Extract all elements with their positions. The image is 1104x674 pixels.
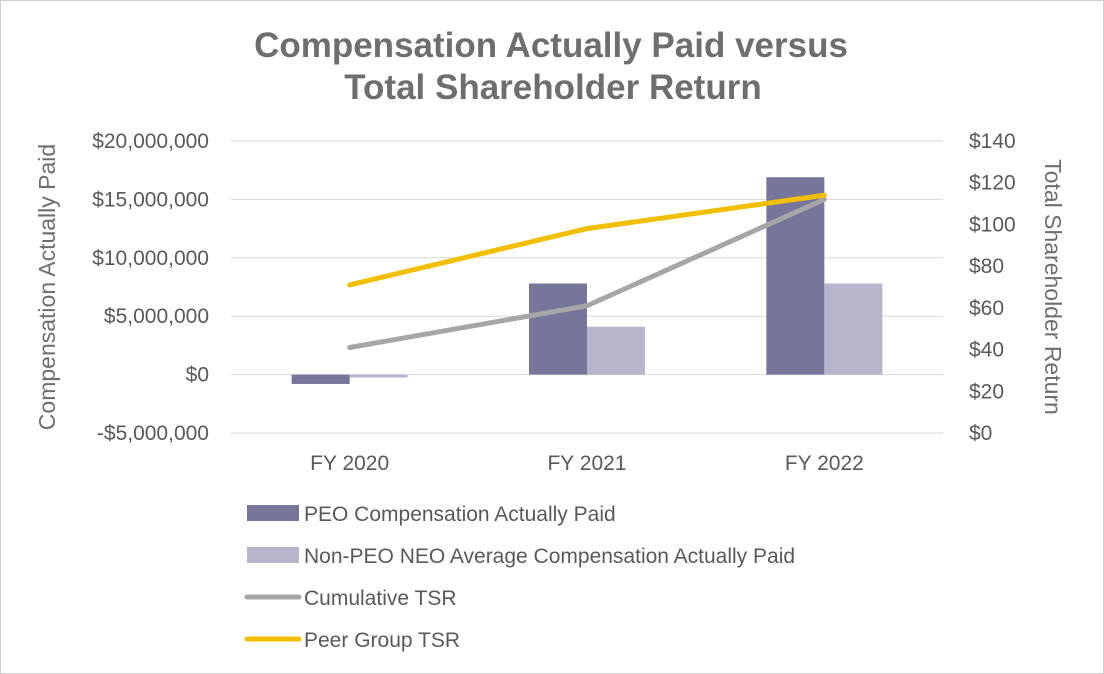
y-tick-label: $5,000,000: [104, 305, 209, 328]
legend: PEO Compensation Actually Paid Non-PEO NE…: [244, 503, 795, 652]
legend-swatch: [247, 547, 299, 563]
bar: [529, 283, 587, 375]
bars: [291, 177, 883, 384]
chart-title-line-2: Total Shareholder Return: [344, 68, 761, 107]
series-line: [347, 192, 827, 288]
bar: [349, 374, 408, 378]
series-lines: [347, 192, 827, 350]
y2-axis-ticks: $0 $20 $40 $60 $80 $100 $120 $140: [969, 130, 1016, 445]
legend-label: Non-PEO NEO Average Compensation Actuall…: [304, 545, 795, 568]
bar: [291, 374, 350, 384]
legend-label: Cumulative TSR: [304, 587, 457, 610]
y2-tick-label: $120: [969, 172, 1016, 195]
bar: [824, 283, 883, 375]
y2-tick-label: $100: [969, 213, 1016, 236]
y2-tick-label: $20: [969, 380, 1004, 403]
legend-swatch: [247, 505, 299, 521]
y-tick-label: -$5,000,000: [97, 422, 209, 445]
y2-tick-label: $140: [969, 130, 1016, 153]
bar: [587, 326, 645, 375]
y2-tick-label: $0: [969, 422, 992, 445]
y-axis-ticks: -$5,000,000 $0 $5,000,000 $10,000,000 $15,00…: [92, 130, 209, 445]
y2-tick-label: $80: [969, 255, 1004, 278]
y-tick-label: $20,000,000: [92, 130, 209, 153]
y2-tick-label: $60: [969, 297, 1004, 320]
series-line: [347, 196, 827, 350]
x-tick-label: FY 2021: [547, 452, 626, 475]
y2-tick-label: $40: [969, 339, 1004, 362]
legend-label: Peer Group TSR: [304, 629, 460, 652]
y-tick-label: $0: [186, 364, 209, 387]
legend-label: PEO Compensation Actually Paid: [304, 503, 616, 526]
y-tick-label: $10,000,000: [92, 247, 209, 270]
bar: [766, 177, 825, 375]
x-tick-label: FY 2022: [785, 452, 864, 475]
x-axis-ticks: FY 2020 FY 2021 FY 2022: [310, 452, 864, 475]
y-axis-title: Compensation Actually Paid: [34, 144, 60, 430]
x-tick-label: FY 2020: [310, 452, 389, 475]
y-tick-label: $15,000,000: [92, 188, 209, 211]
chart-title-line-1: Compensation Actually Paid versus: [254, 26, 848, 65]
y2-axis-title: Total Shareholder Return: [1040, 159, 1066, 415]
